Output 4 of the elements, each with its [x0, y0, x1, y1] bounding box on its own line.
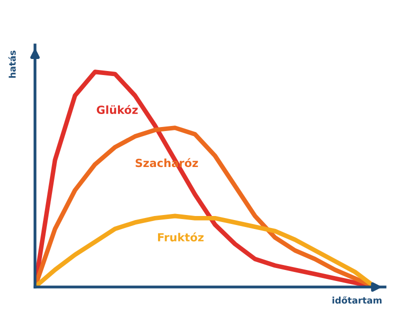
series-label: Glükóz [96, 104, 138, 114]
x-axis-title: időtartam [332, 296, 382, 304]
series-label: Fruktóz [158, 232, 204, 242]
y-axis-title: hatás [8, 50, 16, 78]
